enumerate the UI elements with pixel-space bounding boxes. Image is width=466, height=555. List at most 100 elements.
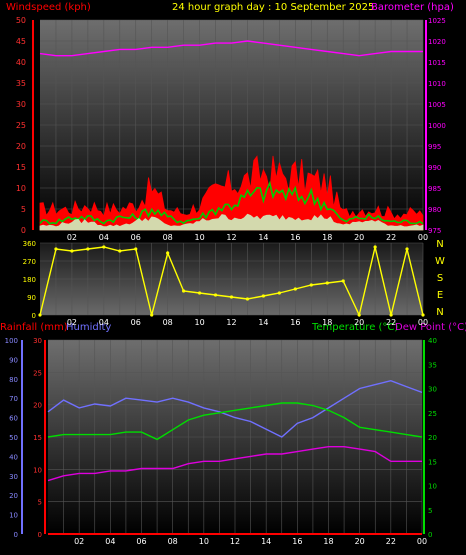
barometer-tick-label: 980: [428, 206, 441, 214]
humidity-tick-label: 50: [9, 434, 18, 442]
temperature-tick-label: 35: [428, 361, 437, 369]
direction-tick-label: 360: [23, 240, 36, 248]
barometer-tick-label: 1010: [428, 80, 446, 88]
rainfall-tick-label: 25: [33, 369, 42, 377]
temperature-tick-label: 5: [428, 507, 432, 515]
direction-x-tick-label: 04: [99, 318, 109, 327]
humidity-tick-label: 40: [9, 453, 18, 461]
direction-tick-label: 270: [23, 258, 36, 266]
wind-direction-point: [182, 289, 186, 293]
compass-label: N: [436, 307, 443, 318]
rainfall-tick-label: 20: [33, 402, 42, 410]
barometer-tick-label: 990: [428, 164, 441, 172]
direction-tick-label: 90: [27, 294, 36, 302]
wind-direction-point: [229, 295, 234, 299]
rainfall-tick-label: 10: [33, 466, 42, 474]
wind-direction-point: [277, 291, 281, 295]
wind-x-tick-label: 16: [290, 233, 300, 242]
barometer-tick-label: 1000: [428, 122, 446, 130]
compass-label: E: [437, 290, 443, 301]
humidity-tick-label: 100: [5, 337, 18, 345]
barometer-tick-label: 995: [428, 143, 441, 151]
wind-x-tick-label: 06: [131, 233, 141, 242]
windspeed-tick-label: 5: [21, 205, 26, 214]
barometer-line: [39, 40, 423, 57]
windspeed-tick-label: 30: [16, 100, 26, 109]
weather-x-tick-label: 20: [355, 537, 365, 546]
humidity-tick-label: 10: [9, 512, 18, 520]
wind-x-tick-label: 22: [386, 233, 396, 242]
humidity-tick-label: 30: [9, 473, 18, 481]
windspeed-tick-label: 20: [16, 142, 26, 151]
humidity-tick-label: 20: [9, 492, 18, 500]
dewpoint-axis-label: Dew Point (°C): [395, 322, 466, 333]
rainfall-axis-label: Rainfall (mm): [0, 322, 68, 333]
wind-direction-point: [38, 313, 42, 317]
windspeed-area: [39, 155, 424, 231]
direction-x-tick-label: 16: [290, 318, 300, 327]
temperature-line: [47, 402, 423, 441]
wind-x-tick-label: 08: [163, 233, 173, 242]
weather-x-tick-label: 06: [136, 537, 146, 546]
wind-direction-point: [197, 291, 202, 295]
windspeed-tick-label: 35: [16, 79, 26, 88]
wind-direction-point: [357, 313, 361, 317]
wind-direction-point: [309, 283, 313, 287]
wind-x-tick-label: 04: [99, 233, 109, 242]
weather-x-tick-label: 08: [168, 537, 178, 546]
weather-x-tick-label: 12: [230, 537, 240, 546]
wind-x-tick-label: 12: [226, 233, 236, 242]
wind-x-tick-label: 10: [194, 233, 204, 242]
barometer-tick-label: 1025: [428, 17, 446, 25]
weather-x-tick-label: 18: [323, 537, 333, 546]
wind-direction-point: [150, 313, 154, 317]
wind-direction-point: [213, 293, 218, 297]
windspeed-tick-label: 50: [16, 16, 26, 25]
barometer-tick-label: 1005: [428, 101, 446, 109]
temperature-tick-label: 25: [428, 410, 437, 418]
rainfall-tick-label: 30: [33, 337, 42, 345]
direction-x-tick-label: 20: [354, 318, 364, 327]
wind-direction-point: [325, 281, 329, 285]
windspeed-tick-label: 15: [16, 163, 26, 172]
dewpoint-line: [47, 446, 422, 482]
direction-x-tick-label: 06: [131, 318, 141, 327]
humidity-tick-label: 70: [9, 395, 18, 403]
weather-x-tick-label: 14: [261, 537, 271, 546]
direction-x-tick-label: 10: [194, 318, 204, 327]
wind-direction-point: [166, 251, 170, 255]
barometer-tick-label: 1020: [428, 38, 446, 46]
wind-x-tick-label: 18: [322, 233, 332, 242]
weather-x-tick-label: 00: [417, 537, 427, 546]
wind-x-tick-label: 02: [67, 233, 77, 242]
direction-tick-label: 0: [32, 312, 36, 320]
temperature-tick-label: 40: [428, 337, 437, 345]
windspeed-tick-label: 0: [21, 226, 26, 235]
weather-x-tick-label: 10: [199, 537, 209, 546]
humidity-tick-label: 90: [9, 356, 18, 364]
chart-title: 24 hour graph day : 10 September 2025: [172, 2, 374, 13]
weather-x-tick-label: 04: [105, 537, 115, 546]
humidity-tick-label: 60: [9, 415, 18, 423]
compass-label: N: [436, 239, 443, 250]
rainfall-tick-label: 0: [38, 531, 42, 539]
direction-x-tick-label: 08: [163, 318, 173, 327]
barometer-tick-label: 985: [428, 185, 441, 193]
windspeed-tick-label: 25: [16, 121, 26, 130]
windspeed-tick-label: 45: [16, 37, 26, 46]
temperature-axis-label: Temperature (°C): [311, 322, 398, 333]
compass-label: W: [435, 256, 445, 267]
weather-x-tick-label: 16: [292, 537, 302, 546]
barometer-axis-label: Barometer (hpa): [371, 2, 454, 13]
wind-direction-point: [293, 287, 297, 291]
barometer-tick-label: 975: [428, 227, 441, 235]
windspeed-tick-label: 10: [16, 184, 26, 193]
wind-direction-point: [341, 279, 345, 283]
windspeed-axis-label: Windspeed (kph): [6, 2, 91, 13]
wind-direction-point: [118, 249, 122, 253]
humidity-tick-label: 0: [14, 531, 18, 539]
wind-direction-point: [261, 294, 266, 298]
humidity-line: [47, 379, 423, 438]
wind-direction-point: [86, 247, 90, 251]
